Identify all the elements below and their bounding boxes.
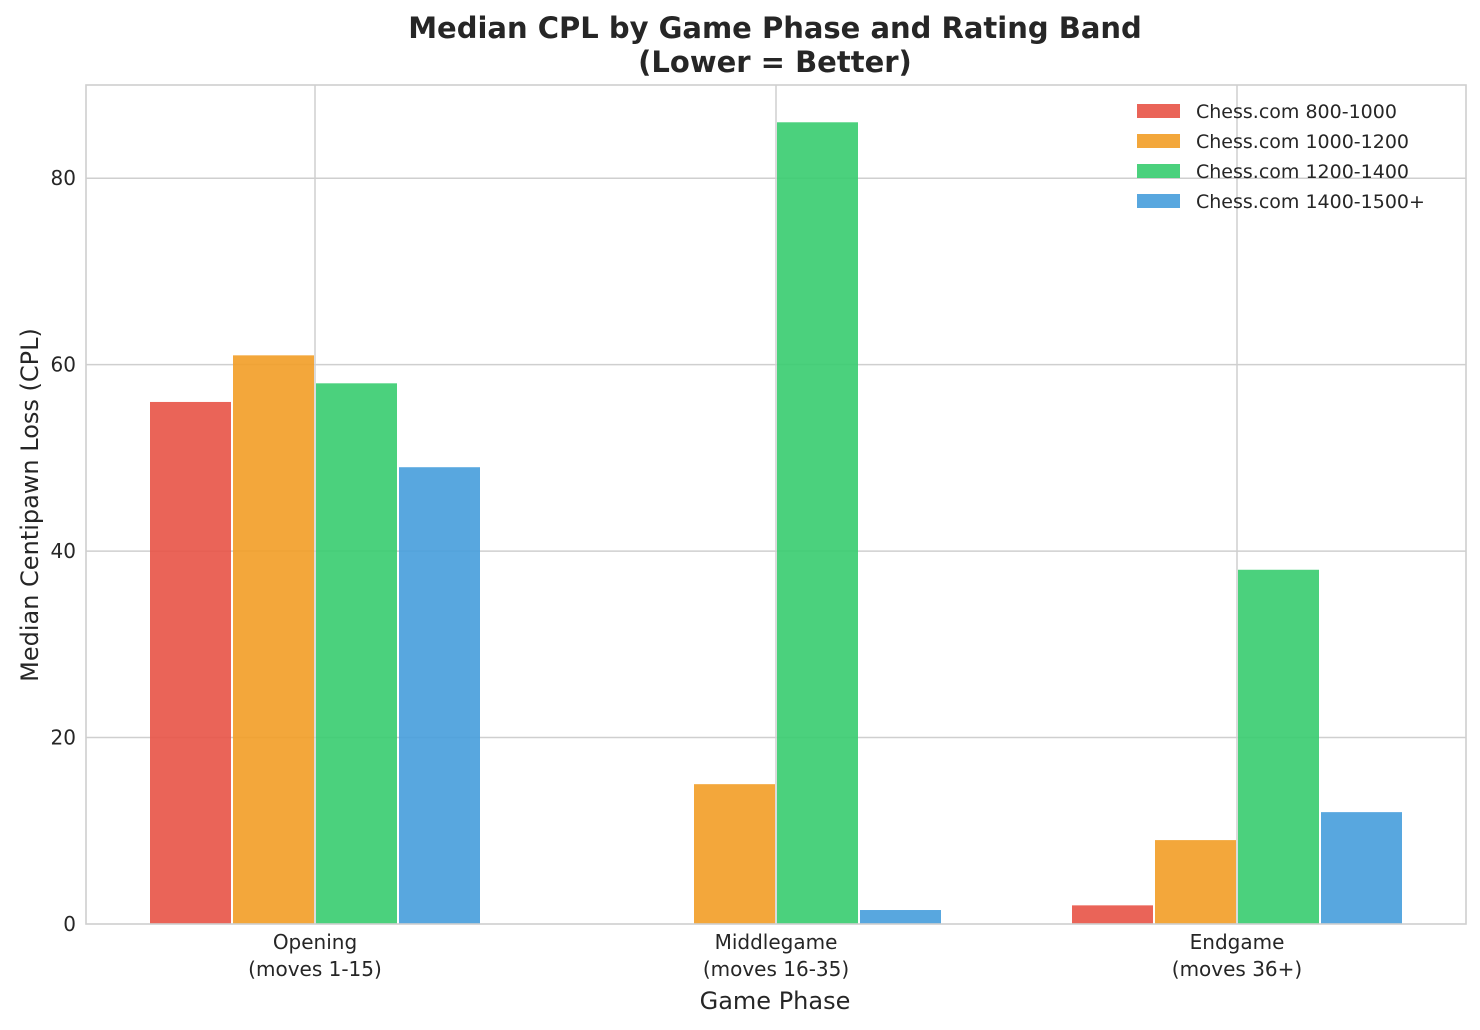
legend-label: Chess.com 1400-1500+ — [1196, 191, 1425, 213]
bar — [150, 401, 231, 924]
x-tick-label: Endgame — [1190, 930, 1285, 954]
bar — [1072, 905, 1153, 924]
bar — [1238, 569, 1319, 924]
y-tick-label: 80 — [51, 166, 76, 190]
y-axis-ticks: 0 20 40 60 80 — [51, 166, 76, 936]
y-tick-label: 40 — [51, 539, 76, 563]
x-tick-label: Opening — [273, 930, 357, 954]
legend-label: Chess.com 1000-1200 — [1196, 131, 1409, 153]
legend: Chess.com 800-1000 Chess.com 1000-1200 Che… — [1137, 101, 1425, 213]
bars — [150, 122, 1402, 925]
chart-title: Median CPL by Game Phase and Rating Band… — [408, 11, 1142, 79]
legend-label: Chess.com 800-1000 — [1196, 101, 1397, 123]
bar — [777, 122, 858, 925]
chart-title-line-2: (Lower = Better) — [638, 45, 912, 79]
y-tick-label: 60 — [51, 353, 76, 377]
y-tick-label: 0 — [63, 912, 76, 936]
legend-swatch — [1137, 164, 1180, 178]
x-axis-label: Game Phase — [700, 987, 851, 1015]
bar — [1321, 812, 1402, 924]
bar — [399, 467, 480, 924]
y-axis-label: Median Centipawn Loss (CPL) — [16, 328, 44, 682]
bar — [233, 355, 314, 924]
legend-label: Chess.com 1200-1400 — [1196, 161, 1409, 183]
bar — [694, 784, 775, 924]
chart-title-line-1: Median CPL by Game Phase and Rating Band — [408, 11, 1142, 45]
y-tick-label: 20 — [51, 726, 76, 750]
x-tick-label: Middlegame — [715, 930, 838, 954]
legend-swatch — [1137, 134, 1180, 148]
bar — [860, 910, 941, 924]
x-axis-ticks: Opening (moves 1-15) Middlegame (moves 16-3… — [248, 930, 1302, 981]
x-tick-label: (moves 16-35) — [703, 957, 849, 981]
legend-swatch — [1137, 104, 1180, 118]
bar — [316, 383, 397, 924]
x-tick-label: (moves 36+) — [1172, 957, 1302, 981]
bar — [1155, 840, 1236, 924]
x-tick-label: (moves 1-15) — [248, 957, 382, 981]
legend-swatch — [1137, 194, 1180, 208]
